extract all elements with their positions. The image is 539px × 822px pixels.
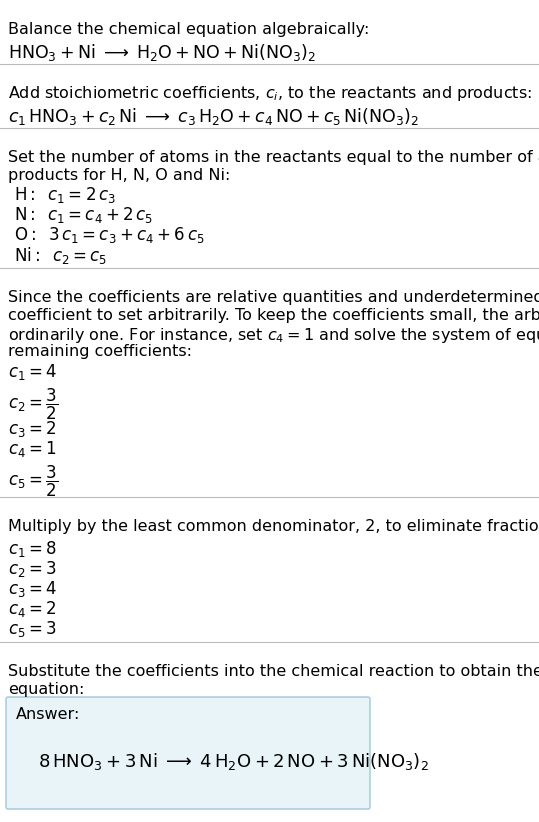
Text: remaining coefficients:: remaining coefficients: (8, 344, 192, 359)
Text: $\mathrm{N:}\;\; c_1 = c_4 + 2\,c_5$: $\mathrm{N:}\;\; c_1 = c_4 + 2\,c_5$ (14, 205, 153, 225)
Text: $c_2 = 3$: $c_2 = 3$ (8, 559, 57, 579)
Text: products for H, N, O and Ni:: products for H, N, O and Ni: (8, 168, 230, 183)
Text: $\mathrm{O:}\;\; 3\,c_1 = c_3 + c_4 + 6\,c_5$: $\mathrm{O:}\;\; 3\,c_1 = c_3 + c_4 + 6\… (14, 225, 205, 245)
Text: $c_1 = 8$: $c_1 = 8$ (8, 539, 57, 559)
Text: $c_4 = 1$: $c_4 = 1$ (8, 439, 57, 459)
Text: $c_1\,\mathrm{HNO_3} + c_2\,\mathrm{Ni} \;\longrightarrow\; c_3\,\mathrm{H_2O} +: $c_1\,\mathrm{HNO_3} + c_2\,\mathrm{Ni} … (8, 106, 419, 127)
Text: Set the number of atoms in the reactants equal to the number of atoms in the: Set the number of atoms in the reactants… (8, 150, 539, 165)
Text: $c_3 = 2$: $c_3 = 2$ (8, 419, 57, 439)
Text: $8\,\mathrm{HNO_3} + 3\,\mathrm{Ni} \;\longrightarrow\; 4\,\mathrm{H_2O} + 2\,\m: $8\,\mathrm{HNO_3} + 3\,\mathrm{Ni} \;\l… (38, 751, 429, 772)
Text: $\mathrm{Ni:}\;\; c_2 = c_5$: $\mathrm{Ni:}\;\; c_2 = c_5$ (14, 245, 107, 266)
Text: ordinarily one. For instance, set $c_4 = 1$ and solve the system of equations fo: ordinarily one. For instance, set $c_4 =… (8, 326, 539, 345)
Text: $\mathrm{HNO_3 + Ni \;\longrightarrow\; H_2O + NO + Ni(NO_3)_2}$: $\mathrm{HNO_3 + Ni \;\longrightarrow\; … (8, 42, 316, 63)
Text: $c_5 = 3$: $c_5 = 3$ (8, 619, 57, 639)
FancyBboxPatch shape (6, 697, 370, 809)
Text: $c_1 = 4$: $c_1 = 4$ (8, 362, 57, 382)
Text: Since the coefficients are relative quantities and underdetermined, choose a: Since the coefficients are relative quan… (8, 290, 539, 305)
Text: $c_3 = 4$: $c_3 = 4$ (8, 579, 57, 599)
Text: equation:: equation: (8, 682, 85, 697)
Text: $c_5 = \dfrac{3}{2}$: $c_5 = \dfrac{3}{2}$ (8, 464, 58, 499)
Text: $c_2 = \dfrac{3}{2}$: $c_2 = \dfrac{3}{2}$ (8, 387, 58, 423)
Text: Add stoichiometric coefficients, $c_i$, to the reactants and products:: Add stoichiometric coefficients, $c_i$, … (8, 84, 532, 103)
Text: $c_4 = 2$: $c_4 = 2$ (8, 599, 57, 619)
Text: Answer:: Answer: (16, 707, 80, 722)
Text: $\mathrm{H:}\;\; c_1 = 2\,c_3$: $\mathrm{H:}\;\; c_1 = 2\,c_3$ (14, 185, 116, 205)
Text: Multiply by the least common denominator, 2, to eliminate fractional coefficient: Multiply by the least common denominator… (8, 519, 539, 534)
Text: Substitute the coefficients into the chemical reaction to obtain the balanced: Substitute the coefficients into the che… (8, 664, 539, 679)
Text: coefficient to set arbitrarily. To keep the coefficients small, the arbitrary va: coefficient to set arbitrarily. To keep … (8, 308, 539, 323)
Text: Balance the chemical equation algebraically:: Balance the chemical equation algebraica… (8, 22, 369, 37)
